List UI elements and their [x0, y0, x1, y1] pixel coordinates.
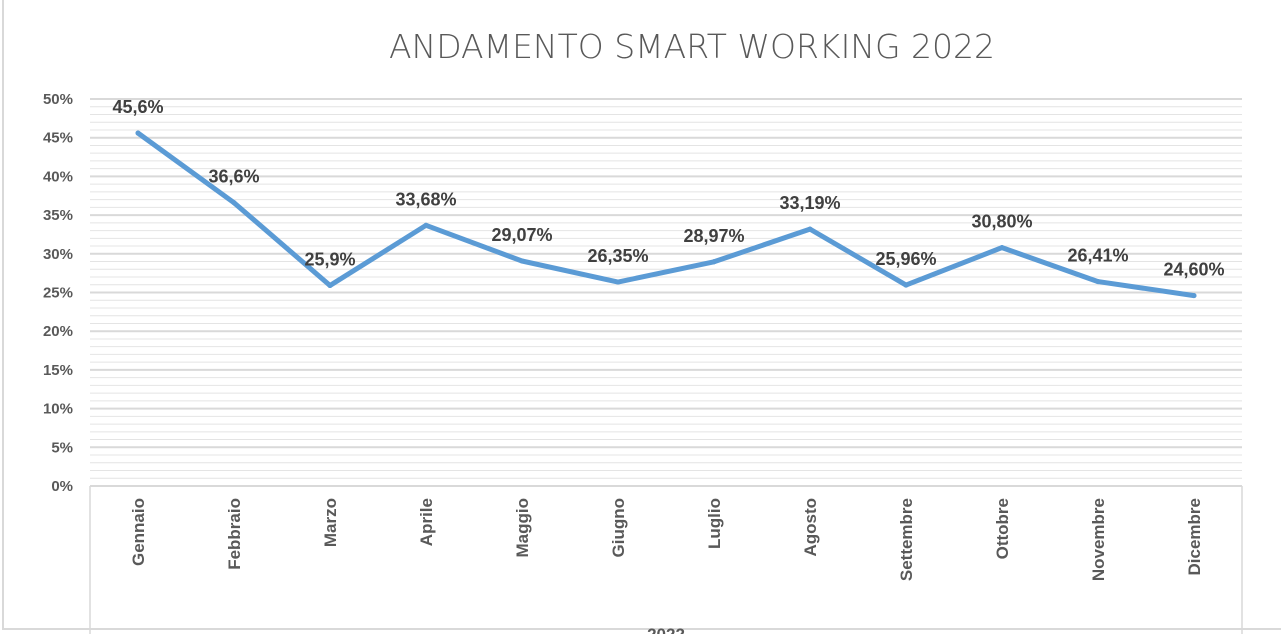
y-tick-label: 30% — [43, 246, 73, 263]
y-tick-label: 20% — [43, 323, 73, 340]
series-line-segment — [519, 258, 621, 285]
x-tick-label: Maggio — [513, 498, 532, 558]
data-label: 33,68% — [395, 189, 456, 209]
data-label: 33,19% — [779, 193, 840, 213]
chart-title: ANDAMENTO SMART WORKING 2022 — [389, 27, 995, 66]
data-point — [135, 130, 141, 136]
x-tick-label: Marzo — [321, 498, 340, 547]
x-tick-label: Dicembre — [1185, 498, 1204, 575]
x-tick-label: Aprile — [417, 498, 436, 546]
series-line-segment — [711, 226, 813, 265]
data-point — [807, 226, 813, 232]
data-point — [519, 258, 525, 264]
series-line-segment — [423, 222, 525, 264]
series-line-segment — [903, 245, 1005, 288]
y-tick-label: 45% — [43, 130, 73, 147]
data-point — [615, 279, 621, 285]
y-tick-label: 0% — [51, 478, 73, 495]
data-point — [327, 283, 333, 289]
x-tick-label: Ottobre — [993, 498, 1012, 559]
x-tick-label: Gennaio — [129, 498, 148, 566]
y-tick-label: 25% — [43, 285, 73, 302]
data-point — [903, 282, 909, 288]
data-label: 29,07% — [491, 225, 552, 245]
data-point — [999, 245, 1005, 251]
x-tick-label: Agosto — [801, 498, 820, 557]
data-point — [1191, 293, 1197, 299]
x-tick-label: Settembre — [897, 498, 916, 581]
data-label: 26,35% — [587, 246, 648, 266]
series-line-segment — [615, 259, 717, 285]
data-point — [1095, 279, 1101, 285]
x-tick-label: Febbraio — [225, 498, 244, 570]
data-label: 25,9% — [304, 250, 355, 270]
y-tick-label: 35% — [43, 207, 73, 224]
category-group-label: 2022 — [647, 625, 685, 634]
data-label: 45,6% — [112, 97, 163, 117]
data-label: 24,60% — [1163, 260, 1224, 280]
series-line-segment — [231, 200, 333, 289]
series-line-segment — [999, 245, 1101, 285]
x-tick-label: Giugno — [609, 498, 628, 557]
y-tick-label: 5% — [51, 439, 73, 456]
data-point — [711, 259, 717, 265]
x-tick-label: Luglio — [705, 498, 724, 549]
data-label: 36,6% — [208, 167, 259, 187]
series-line-segment — [327, 222, 429, 289]
y-tick-label: 15% — [43, 362, 73, 379]
series-line-segment — [1095, 279, 1197, 299]
data-point — [423, 222, 429, 228]
x-tick-label: Novembre — [1089, 498, 1108, 581]
y-tick-label: 40% — [43, 168, 73, 185]
y-tick-label: 10% — [43, 401, 73, 418]
data-point — [231, 200, 237, 206]
data-label: 30,80% — [971, 212, 1032, 232]
y-tick-label: 50% — [43, 91, 73, 108]
data-label: 26,41% — [1067, 246, 1128, 266]
data-label: 28,97% — [683, 226, 744, 246]
series-line-segment — [135, 130, 237, 206]
series-line-segment — [807, 226, 909, 288]
data-label: 25,96% — [875, 249, 936, 269]
